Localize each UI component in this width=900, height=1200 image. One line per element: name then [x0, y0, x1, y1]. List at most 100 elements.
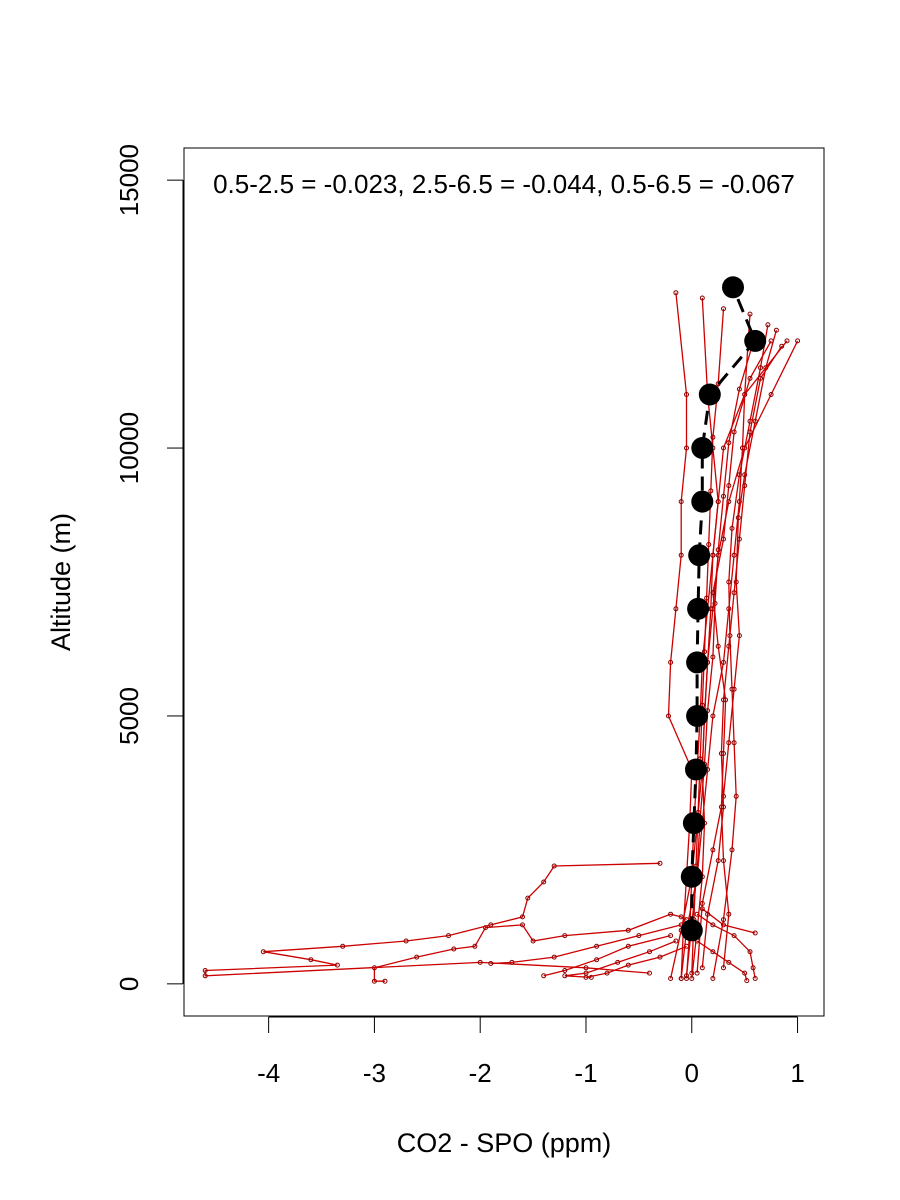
profile-trace-6 [585, 945, 687, 979]
x-tick-label: -2 [469, 1058, 492, 1088]
profile-point [726, 579, 732, 585]
profile-point [752, 976, 758, 981]
profile-trace-1 [373, 913, 687, 982]
profile-point [795, 338, 801, 344]
mean-point [698, 383, 721, 406]
profile-point [699, 295, 705, 301]
profile-point [710, 976, 716, 981]
profile-point [615, 959, 621, 965]
profile-point [721, 858, 726, 864]
profile-trace-4 [543, 934, 671, 977]
profile-point [684, 392, 689, 397]
profile-point [715, 858, 721, 864]
profile-point [551, 954, 557, 960]
profile-point [678, 499, 684, 505]
profile-point [729, 686, 735, 692]
profile-point [710, 434, 716, 440]
profile-point [666, 713, 671, 719]
profile-point [706, 542, 712, 547]
profile-point [742, 970, 748, 976]
profile-point [721, 493, 726, 499]
profile-point [583, 965, 589, 971]
mean-point [722, 276, 744, 299]
profile-point [689, 970, 695, 976]
profile-point [721, 445, 726, 451]
profile-point [678, 552, 684, 558]
profile-point [758, 375, 763, 381]
profile-point [721, 965, 726, 971]
profile-point [308, 957, 314, 963]
profile-point [731, 590, 737, 596]
profile-point [726, 483, 732, 489]
profile-point [684, 976, 689, 981]
profile-trace-17 [701, 345, 783, 968]
profile-point [784, 338, 790, 344]
profile-point [721, 306, 726, 312]
profile-point [509, 959, 515, 965]
mean-point [686, 651, 709, 674]
x-tick-label: 0 [685, 1058, 699, 1088]
profile-point [625, 943, 631, 949]
profile-point [488, 922, 494, 928]
profile-point [726, 959, 732, 965]
profile-point [673, 606, 679, 612]
profile-point [588, 974, 594, 980]
profile-point [747, 375, 753, 381]
profile-point [647, 970, 652, 976]
profile-point [647, 949, 652, 955]
profile-point [520, 922, 525, 928]
profile-point [530, 938, 536, 944]
profile-point [747, 429, 753, 435]
profile-point [765, 322, 771, 328]
profile-point [594, 943, 600, 949]
profile-point [712, 600, 718, 606]
y-tick-label: 5000 [114, 687, 144, 745]
profile-point [731, 740, 737, 746]
x-axis: -4 -3 -2 -1 0 1 [257, 1016, 805, 1088]
x-axis-title: CO2 - SPO (ppm) [397, 1128, 612, 1158]
profile-point [699, 965, 705, 971]
profile-point [710, 713, 716, 719]
profile-point [382, 978, 388, 984]
profile-point [678, 976, 684, 981]
profile-point [715, 643, 721, 649]
profile-point [625, 927, 631, 933]
profile-point [736, 499, 742, 505]
profile-point [488, 961, 494, 966]
profile-point [768, 338, 774, 344]
profile-point [718, 804, 724, 810]
profile-point [694, 970, 700, 976]
profile-point [525, 895, 531, 901]
profile-point [562, 933, 568, 939]
profile-point [689, 976, 695, 981]
profile-point [758, 365, 763, 371]
profile-point [541, 973, 547, 979]
profile-trace-5 [564, 940, 677, 979]
mean-point [687, 597, 710, 620]
profile-point [742, 472, 748, 478]
x-tick-label: -1 [574, 1058, 597, 1088]
profile-point [773, 327, 779, 333]
profile-trace-12 [696, 330, 778, 974]
profile-point [729, 525, 735, 531]
profile-point [668, 659, 674, 665]
profile-point [733, 579, 739, 585]
profile-point [744, 978, 750, 984]
profile-point [710, 552, 716, 558]
profile-point [768, 392, 774, 397]
profile-point [710, 949, 716, 955]
profile-point [721, 917, 726, 923]
x-tick-label: -4 [257, 1058, 280, 1088]
y-axis-title: Altitude (m) [46, 513, 76, 651]
profile-point [604, 970, 610, 976]
profile-point [715, 499, 721, 505]
profile-point [736, 633, 742, 639]
y-tick-label: 10000 [114, 412, 144, 484]
mean-point [680, 865, 703, 888]
profile-point [729, 847, 735, 853]
profile-point [726, 440, 732, 446]
profile-point [736, 386, 742, 392]
profile-point [340, 943, 346, 949]
profile-point [742, 483, 748, 489]
